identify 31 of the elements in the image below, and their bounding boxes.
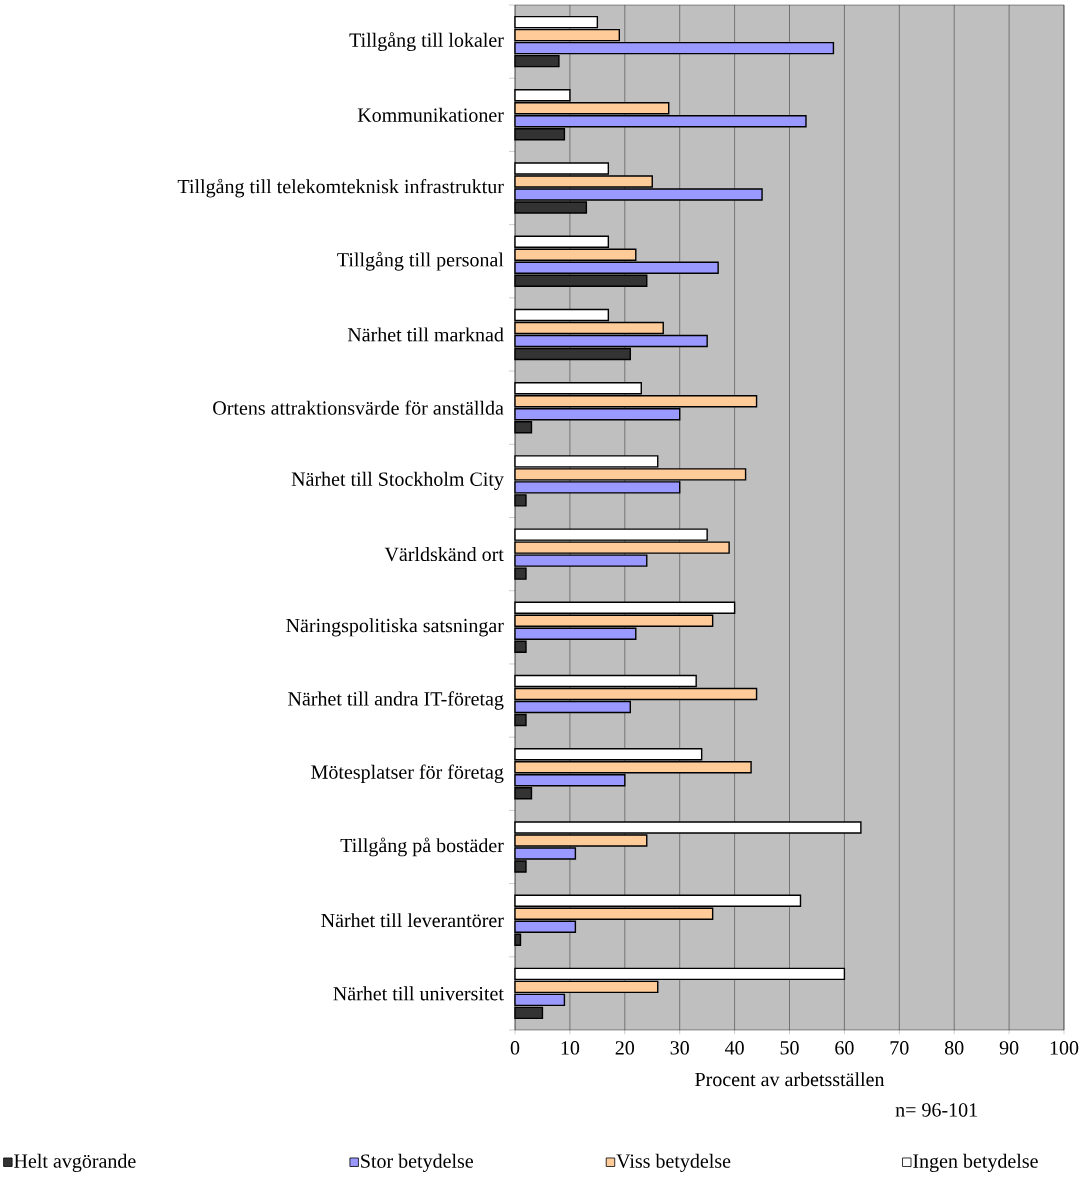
x-tick-label: 0: [510, 1041, 520, 1055]
x-tick-label: 60: [835, 1041, 854, 1055]
y-tick-label: Tillgång till lokaler: [349, 32, 504, 51]
legend-label: Helt avgörande: [14, 1153, 136, 1172]
y-tick-label: Närhet till andra IT-företag: [288, 691, 504, 710]
x-tick-label: 90: [999, 1041, 1019, 1055]
y-tick-label: Näringspolitiska satsningar: [286, 618, 504, 637]
legend-label: Stor betydelse: [361, 1153, 474, 1172]
x-tick-label: 50: [780, 1041, 799, 1055]
x-tick-label: 80: [944, 1041, 964, 1055]
legend-label: Ingen betydelse: [913, 1153, 1038, 1172]
y-tick-label: Tillgång på bostäder: [340, 837, 504, 857]
x-tick-label: 10: [561, 1041, 580, 1055]
y-tick-label: Närhet till leverantörer: [321, 913, 504, 928]
x-tick-label: 20: [615, 1041, 635, 1055]
y-tick-label: Tillgång till telekomteknisk infrastruktur: [177, 178, 504, 198]
x-tick-label: 100: [1050, 1041, 1079, 1055]
text: n= 96-101: [895, 1103, 977, 1117]
y-tick-label: Ortens attraktionsvärde för anställda: [213, 400, 504, 415]
legend-label: Viss betydelse: [616, 1153, 731, 1172]
y-tick-label: Närhet till Stockholm City: [291, 471, 504, 490]
x-tick-label: 70: [890, 1041, 909, 1055]
x-tick-label: 30: [670, 1041, 689, 1055]
x-axis-title: Procent av arbetsställen: [695, 1072, 885, 1087]
y-tick-label: Närhet till marknad: [347, 327, 504, 342]
x-tick-label: 40: [724, 1041, 744, 1055]
y-tick-label: Närhet till universitet: [333, 986, 504, 1001]
y-tick-label: Mötesplatser för företag: [311, 764, 504, 783]
y-tick-label: Världskänd ort: [384, 547, 504, 562]
y-tick-label: Kommunikationer: [357, 107, 504, 122]
y-tick-label: Tillgång till personal: [337, 251, 504, 271]
